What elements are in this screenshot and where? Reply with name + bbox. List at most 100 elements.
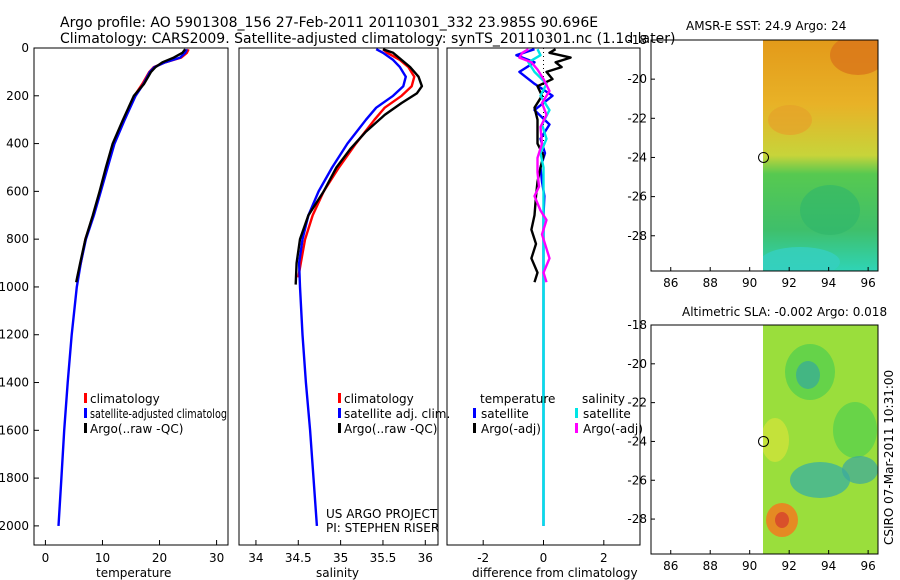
difference-panel: -2 0 2 xyxy=(477,48,608,565)
legend-label-argo: Argo(..raw -QC) xyxy=(344,422,437,436)
legend-label-satellite: satellite-adjusted climatolog xyxy=(90,407,227,421)
map-y-tick-label: -20 xyxy=(627,72,647,86)
legend-label-climatology: climatology xyxy=(344,392,414,406)
legend-group-salinity: salinity xyxy=(582,392,625,406)
depth-tick-label: 2000 xyxy=(0,519,29,533)
sst-map-frame xyxy=(650,39,879,272)
map-x-tick-label: 90 xyxy=(742,559,757,573)
legend-swatch-argo xyxy=(338,423,341,433)
map-x-tick-label: 94 xyxy=(821,559,836,573)
x-tick-label: -2 xyxy=(477,551,489,565)
x-tick-label: 34 xyxy=(248,551,263,565)
x-tick-label: 35.5 xyxy=(370,551,397,565)
temperature-legend: climatology satellite-adjusted climatolo… xyxy=(84,392,227,436)
sst-map-axes: 86 88 90 92 94 96 -18 -20 -22 -24 -26 -28 xyxy=(627,33,875,290)
map-y-tick-label: -26 xyxy=(627,473,647,487)
series-line-satellite-adj-clim- xyxy=(297,48,407,526)
depth-axis: 0 200 400 600 800 1000 1200 1400 1600 1800 2000 xyxy=(0,41,39,533)
sst-map-title: AMSR-E SST: 24.9 Argo: 24 xyxy=(686,19,846,33)
legend-label-satellite: satellite adj. clim. xyxy=(344,407,450,421)
map-x-tick-label: 96 xyxy=(860,276,875,290)
map-y-tick-label: -20 xyxy=(627,357,647,371)
difference-axis-label: difference from climatology xyxy=(472,566,638,580)
x-tick-label: 36 xyxy=(418,551,433,565)
legend-swatch-sal-satellite xyxy=(575,408,578,418)
sst-warm-patch xyxy=(830,40,878,75)
legend-label-climatology: climatology xyxy=(90,392,160,406)
depth-tick-label: 1400 xyxy=(0,376,29,390)
legend-swatch-temp-satellite xyxy=(473,408,476,418)
legend-swatch-climatology xyxy=(338,393,341,403)
map-y-tick-label: -26 xyxy=(627,190,647,204)
legend-swatch-argo xyxy=(84,423,87,433)
map-x-tick-label: 86 xyxy=(663,276,678,290)
salinity-panel: 34 34.5 35 35.5 36 xyxy=(248,48,433,565)
sst-argo-marker xyxy=(758,151,770,163)
difference-legend: temperature satellite Argo(-adj) salinit… xyxy=(473,392,643,436)
depth-tick-label: 600 xyxy=(6,184,29,198)
legend-label-sal-argo: Argo(-adj) xyxy=(583,422,643,436)
map-x-tick-label: 92 xyxy=(782,276,797,290)
series-line-argo-raw-qc- xyxy=(75,48,187,283)
x-tick-label: 0 xyxy=(540,551,548,565)
sla-argo-marker xyxy=(758,435,770,447)
depth-tick-label: 400 xyxy=(6,137,29,151)
map-x-tick-label: 94 xyxy=(821,276,836,290)
legend-swatch-temp-argo xyxy=(473,423,476,433)
x-tick-label: 10 xyxy=(95,551,110,565)
sla-green-patch xyxy=(833,402,877,458)
series-line-salinity-satellite xyxy=(527,48,551,526)
depth-tick-label: 0 xyxy=(21,41,29,55)
x-tick-label: 20 xyxy=(152,551,167,565)
legend-label-temp-satellite: satellite xyxy=(481,407,529,421)
map-y-tick-label: -22 xyxy=(627,396,647,410)
sst-map-field xyxy=(763,40,878,271)
legend-swatch-satellite xyxy=(84,408,87,418)
x-tick-label: 0 xyxy=(42,551,50,565)
map-y-tick-label: -18 xyxy=(627,318,647,332)
salinity-legend: climatology satellite adj. clim. Argo(..… xyxy=(338,392,450,436)
sla-warm-core xyxy=(775,512,789,528)
sla-teal-patch xyxy=(796,361,820,389)
depth-tick-label: 1800 xyxy=(0,471,29,485)
map-x-tick-label: 88 xyxy=(703,559,718,573)
project-credit: US ARGO PROJECT xyxy=(326,507,438,521)
figure-header-line-1: Argo profile: AO 5901308_156 27-Feb-2011… xyxy=(60,15,598,31)
x-tick-label: 34.5 xyxy=(285,551,312,565)
pi-credit: PI: STEPHEN RISER xyxy=(326,521,439,535)
sla-map-axes: 86 88 90 92 94 96 -18 -20 -22 -24 -26 -28 xyxy=(627,318,875,573)
x-tick-label: 35 xyxy=(333,551,348,565)
sst-cyan-patch xyxy=(763,247,840,271)
depth-tick-label: 1200 xyxy=(0,328,29,342)
sla-map-field xyxy=(763,325,878,554)
legend-label-sal-satellite: satellite xyxy=(583,407,631,421)
map-x-tick-label: 88 xyxy=(703,276,718,290)
map-y-tick-label: -24 xyxy=(627,434,647,448)
depth-tick-label: 1000 xyxy=(0,280,29,294)
sla-yellow-patch xyxy=(763,418,789,462)
temperature-panel: 0 10 20 30 xyxy=(42,48,224,565)
legend-label-argo: Argo(..raw -QC) xyxy=(90,422,183,436)
x-tick-label: 2 xyxy=(600,551,608,565)
depth-tick-label: 800 xyxy=(6,232,29,246)
sla-map-frame xyxy=(650,324,879,555)
map-y-tick-label: -28 xyxy=(627,229,647,243)
legend-label-temp-argo: Argo(-adj) xyxy=(481,422,541,436)
temperature-axis-label: temperature xyxy=(96,566,171,580)
series-line-temperature-satellite xyxy=(515,48,554,526)
legend-swatch-satellite xyxy=(338,408,341,418)
map-x-tick-label: 90 xyxy=(742,276,757,290)
map-x-tick-label: 86 xyxy=(663,559,678,573)
series-line-climatology xyxy=(76,48,190,278)
salinity-axis-label: salinity xyxy=(316,566,359,580)
sst-cool-patch xyxy=(800,185,860,235)
sst-warm-patch xyxy=(768,105,812,135)
series-line-temperature-argo-adj- xyxy=(530,48,572,283)
legend-group-temperature: temperature xyxy=(480,392,555,406)
x-tick-label: 30 xyxy=(209,551,224,565)
map-x-tick-label: 92 xyxy=(782,559,797,573)
salinity-panel-frame xyxy=(238,47,439,546)
series-line-argo-raw-qc- xyxy=(294,48,424,285)
legend-swatch-sal-argo xyxy=(575,423,578,433)
